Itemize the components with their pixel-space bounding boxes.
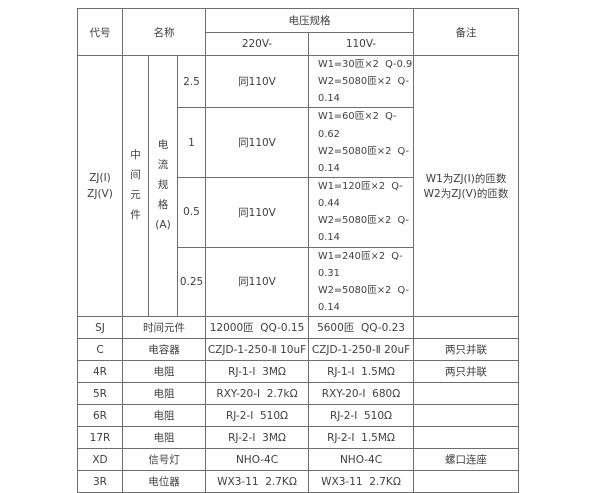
cell-remark: 两只并联	[413, 338, 520, 362]
cell-220v: RJ-1-Ⅰ 3MΩ	[205, 360, 310, 384]
table-row-17r: 17R 电阻 RJ-2-Ⅰ 3MΩ RJ-2-Ⅰ 1.5MΩ	[77, 426, 520, 450]
table-row-sj: SJ 时间元件 12000匝 QQ-0.15 5600匝 QQ-0.23	[77, 316, 520, 340]
cell-remark-zj: W1为ZJ(I)的匝数 W2为ZJ(V)的匝数	[413, 54, 520, 318]
cell-110v: 5600匝 QQ-0.23	[308, 316, 415, 340]
cell-name: 电阻	[121, 360, 207, 384]
cell-code: 17R	[77, 426, 123, 450]
table-row-zj-0.5: 0.5 同110V W1=120匝×2 Q-0.44 W2=5080匝×2 Q-…	[78, 176, 519, 248]
cell-220v: 12000匝 QQ-0.15	[205, 316, 310, 340]
header-110v: 110V-	[308, 32, 415, 56]
cell-name: 电阻	[121, 404, 207, 428]
component-spec-table: 代号 名称 电压规格 备注 220V- 110V- ZJ(I) ZJ(V) 中 …	[77, 8, 520, 493]
cell-code: C	[77, 338, 123, 362]
table-row-5r: 5R 电阻 RXY-20-Ⅰ 2.7kΩ RXY-20-Ⅰ 680Ω	[77, 382, 520, 406]
table-row-c: C 电容器 CZJD-1-250-Ⅱ 10uF CZJD-1-250-Ⅱ 20u…	[77, 338, 520, 362]
cell-current-value: 2.5	[176, 54, 207, 109]
cell-code: 5R	[77, 382, 123, 406]
cell-code-zj: ZJ(I) ZJ(V)	[77, 54, 123, 318]
header-remarks: 备注	[413, 8, 520, 56]
cell-220v: CZJD-1-250-Ⅱ 10uF	[205, 338, 310, 362]
table-row-3r: 3R 电位器 WX3-11 2.7KΩ WX3-11 2.7KΩ	[77, 470, 520, 493]
cell-code: 4R	[77, 360, 123, 384]
cell-current-value: 0.25	[176, 246, 207, 318]
cell-name: 时间元件	[121, 316, 207, 340]
cell-name: 电容器	[121, 338, 207, 362]
cell-remark	[413, 316, 520, 340]
table-row-zj-2.5: ZJ(I) ZJ(V) 中 间 元 件 电 流 规 格 (A) 2.5 同110…	[77, 54, 520, 318]
cell-220v: RJ-2-Ⅰ 510Ω	[205, 404, 310, 428]
header-name: 名称	[121, 8, 207, 56]
cell-code: 6R	[77, 404, 123, 428]
cell-code: SJ	[77, 316, 123, 340]
cell-220v: RXY-20-Ⅰ 2.7kΩ	[205, 382, 310, 406]
cell-remark	[413, 404, 520, 428]
cell-group-name: 中 间 元 件	[122, 54, 149, 318]
header-row-2: 220V- 110V-	[78, 32, 519, 56]
cell-current-value: 1	[176, 107, 207, 178]
cell-110v: WX3-11 2.7KΩ	[308, 470, 415, 493]
cell-110v: RJ-2-Ⅰ 1.5MΩ	[308, 426, 415, 450]
table-row-4r: 4R 电阻 RJ-1-Ⅰ 3MΩ RJ-1-Ⅰ 1.5MΩ 两只并联	[77, 360, 520, 384]
cell-220v: 同110V	[205, 54, 310, 109]
cell-220v: NHO-4C	[205, 448, 310, 472]
table-row-xd: XD 信号灯 NHO-4C NHO-4C 螺口连座	[77, 448, 520, 472]
cell-name: 电阻	[121, 426, 207, 450]
header-220v: 220V-	[205, 32, 310, 56]
cell-110v: W1=120匝×2 Q-0.44 W2=5080匝×2 Q-0.14	[308, 176, 415, 248]
spec-table-container: 代号 名称 电压规格 备注 220V- 110V- ZJ(I) ZJ(V) 中 …	[77, 8, 520, 493]
cell-name: 信号灯	[121, 448, 207, 472]
cell-code: XD	[77, 448, 123, 472]
cell-110v: W1=240匝×2 Q-0.31 W2=5080匝×2 Q-0.14	[308, 246, 415, 318]
cell-220v: WX3-11 2.7KΩ	[205, 470, 310, 493]
cell-220v: 同110V	[205, 246, 310, 318]
cell-remark: 螺口连座	[413, 448, 520, 472]
cell-110v: W1=30匝×2 Q-0.9 W2=5080匝×2 Q-0.14	[308, 54, 415, 109]
header-row-1: 代号 名称 电压规格 备注	[77, 8, 520, 56]
table-row-zj-1: 1 同110V W1=60匝×2 Q-0.62 W2=5080匝×2 Q-0.1…	[78, 107, 519, 178]
cell-220v: 同110V	[205, 176, 310, 248]
header-code: 代号	[77, 8, 123, 56]
cell-remark	[413, 470, 520, 493]
cell-110v: RJ-2-Ⅰ 510Ω	[308, 404, 415, 428]
table-row-6r: 6R 电阻 RJ-2-Ⅰ 510Ω RJ-2-Ⅰ 510Ω	[77, 404, 520, 428]
cell-name: 电位器	[121, 470, 207, 493]
cell-110v: NHO-4C	[308, 448, 415, 472]
cell-name: 电阻	[121, 382, 207, 406]
cell-110v: RXY-20-Ⅰ 680Ω	[308, 382, 415, 406]
cell-remark	[413, 426, 520, 450]
cell-remark	[413, 382, 520, 406]
cell-current-value: 0.5	[176, 176, 207, 248]
cell-110v: RJ-1-Ⅰ 1.5MΩ	[308, 360, 415, 384]
cell-220v: 同110V	[205, 107, 310, 178]
cell-code: 3R	[77, 470, 123, 493]
cell-110v: W1=60匝×2 Q-0.62 W2=5080匝×2 Q-0.14	[308, 107, 415, 178]
cell-current-spec-label: 电 流 规 格 (A)	[148, 54, 178, 318]
cell-220v: RJ-2-Ⅰ 3MΩ	[205, 426, 310, 450]
header-voltage-spec: 电压规格	[205, 8, 415, 33]
cell-remark: 两只并联	[413, 360, 520, 384]
cell-110v: CZJD-1-250-Ⅱ 20uF	[308, 338, 415, 362]
